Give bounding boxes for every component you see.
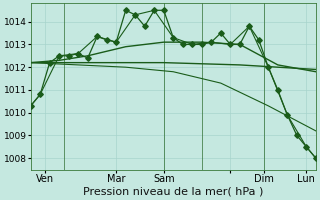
X-axis label: Pression niveau de la mer( hPa ): Pression niveau de la mer( hPa ) [83, 187, 263, 197]
